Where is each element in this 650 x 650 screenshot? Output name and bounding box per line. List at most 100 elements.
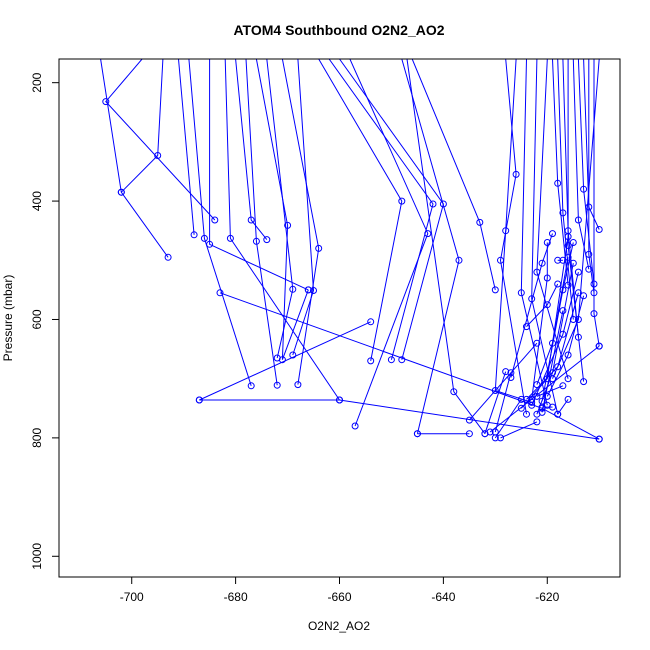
series-line-0 <box>105 59 216 221</box>
data-point-54-0 <box>465 416 473 424</box>
x-tick-label-3: -640 <box>431 590 455 604</box>
series-line-27 <box>494 59 532 403</box>
y-tick-label-2: 600 <box>30 309 44 329</box>
series-line-10 <box>266 59 294 359</box>
data-point-9-1 <box>284 221 292 229</box>
series-line-40 <box>552 59 600 379</box>
data-point-12-1 <box>310 287 317 294</box>
data-point-37-2 <box>595 226 603 233</box>
x-tick-label-0: -700 <box>120 590 144 604</box>
series-line-53 <box>489 345 600 433</box>
data-point-5-1 <box>206 240 214 248</box>
data-point-50-2 <box>533 381 541 389</box>
y-tick-label-1: 400 <box>30 191 44 211</box>
data-point-0-1 <box>102 98 110 106</box>
series-line-36 <box>577 59 595 285</box>
series-line-22 <box>219 292 600 440</box>
series-line-25 <box>500 421 538 439</box>
data-point-2-2 <box>117 188 125 196</box>
data-point-19-1 <box>476 218 484 226</box>
data-point-38-1 <box>585 250 593 258</box>
data-point-23-1 <box>502 368 510 376</box>
data-point-35-1 <box>574 216 582 224</box>
series-line-56 <box>494 372 512 433</box>
data-point-20-0 <box>367 318 375 326</box>
data-point-42-2 <box>517 404 525 412</box>
data-point-11-2 <box>294 381 302 389</box>
series-line-8 <box>245 59 278 386</box>
x-tick-label-4: -620 <box>535 590 559 604</box>
series-line-2 <box>120 59 164 193</box>
data-point-59-0 <box>538 403 546 411</box>
data-point-18-1 <box>450 388 458 396</box>
data-point-14-2 <box>387 356 395 364</box>
data-point-47-1 <box>543 274 551 282</box>
data-point-4-1 <box>200 234 208 242</box>
data-point-15-2 <box>398 356 406 364</box>
data-point-1-2 <box>164 253 172 261</box>
data-point-43-0 <box>569 259 577 267</box>
data-point-13-1 <box>398 197 406 205</box>
data-point-35-2 <box>585 265 593 273</box>
data-point-47-0 <box>543 239 551 246</box>
data-point-50-0 <box>564 253 572 261</box>
data-point-51-1 <box>554 363 562 371</box>
series-line-49 <box>546 295 585 397</box>
data-point-50-1 <box>549 339 556 347</box>
data-point-11-1 <box>315 244 323 252</box>
data-point-46-1 <box>538 259 546 267</box>
y-tick-label-4: 1000 <box>30 543 44 570</box>
y-tick-label-0: 200 <box>30 72 44 92</box>
series-line-45 <box>526 283 559 327</box>
data-point-32-1 <box>559 209 567 217</box>
data-point-8-2 <box>273 381 281 389</box>
data-point-53-0 <box>486 428 494 436</box>
series-line-16 <box>349 59 429 427</box>
x-axis: -700 -680 -660 -640 -620 <box>120 576 560 604</box>
data-point-55-1 <box>554 256 562 264</box>
data-point-44-0 <box>574 268 582 276</box>
data-point-59-1 <box>549 403 556 411</box>
series-line-34 <box>567 59 585 382</box>
data-point-19-2 <box>491 286 499 294</box>
data-point-26-3 <box>523 410 530 418</box>
series-line-46 <box>510 233 553 378</box>
series-line-21 <box>199 399 600 440</box>
data-point-45-2 <box>523 323 530 331</box>
y-tick-label-3: 800 <box>30 428 44 448</box>
series-line-54 <box>469 342 538 421</box>
x-axis-label: O2N2_AO2 <box>308 619 370 633</box>
data-point-53-1 <box>595 342 603 350</box>
data-point-10-2 <box>273 354 281 362</box>
data-point-56-1 <box>507 369 515 377</box>
series-line-11 <box>281 59 320 385</box>
data-point-31-1 <box>554 179 562 187</box>
series-line-35 <box>572 59 590 270</box>
data-point-43-2 <box>533 410 541 418</box>
data-point-0-2 <box>211 216 219 224</box>
data-point-54-1 <box>533 339 541 347</box>
chart-title: ATOM4 Southbound O2N2_AO2 <box>233 22 444 38</box>
data-point-52-0 <box>465 430 473 438</box>
data-point-49-1 <box>564 351 572 359</box>
series-line-39 <box>593 59 600 347</box>
data-point-2-1 <box>154 152 162 159</box>
series-line-18 <box>406 59 486 434</box>
data-point-52-1 <box>413 430 421 438</box>
data-point-25-0 <box>497 434 504 442</box>
data-layer <box>100 59 603 443</box>
data-point-42-0 <box>564 233 572 241</box>
data-point-22-2 <box>595 435 603 443</box>
series-line-28 <box>520 59 548 406</box>
data-point-56-0 <box>491 428 499 436</box>
data-point-16-1 <box>424 230 432 238</box>
series-line-26 <box>499 59 527 415</box>
series-line-47 <box>531 242 548 400</box>
data-point-7-1 <box>247 216 255 224</box>
data-point-9-3 <box>304 286 312 294</box>
data-point-8-1 <box>252 237 260 245</box>
data-point-45-0 <box>554 280 562 288</box>
data-point-49-0 <box>580 292 588 300</box>
data-point-44-1 <box>559 330 567 338</box>
